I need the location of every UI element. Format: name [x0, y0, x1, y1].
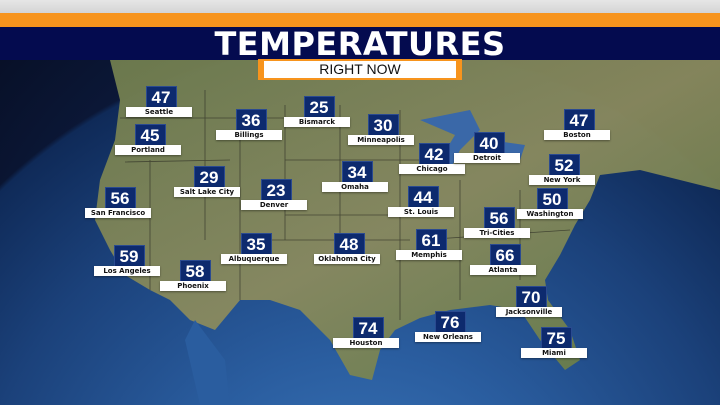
temperature-value: 47: [563, 109, 595, 131]
city-label: Memphis: [396, 250, 462, 260]
city-st-louis: 44 St. Louis: [388, 186, 458, 217]
city-oklahoma-city: 48 Oklahoma City: [314, 233, 384, 264]
city-chicago: 42 Chicago: [399, 143, 469, 174]
temperature-value: 25: [303, 96, 335, 118]
city-memphis: 61 Memphis: [396, 229, 466, 260]
city-label: Oklahoma City: [314, 254, 380, 264]
city-portland: 45 Portland: [115, 124, 185, 155]
city-atlanta: 66 Atlanta: [470, 244, 540, 275]
city-billings: 36 Billings: [216, 109, 286, 140]
temperature-value: 74: [352, 317, 384, 339]
subtitle-badge: RIGHT NOW: [258, 59, 462, 80]
subtitle-text: RIGHT NOW: [264, 61, 456, 78]
city-denver: 23 Denver: [241, 179, 311, 210]
temperature-value: 34: [341, 161, 373, 183]
city-label: Miami: [521, 348, 587, 358]
city-label: Detroit: [454, 153, 520, 163]
city-label: Boston: [544, 130, 610, 140]
temperature-value: 75: [540, 327, 572, 349]
city-san-francisco: 56 San Francisco: [85, 187, 155, 218]
page-title: TEMPERATURES: [214, 25, 506, 63]
gulf-of-california: [185, 320, 230, 405]
temperature-value: 66: [489, 244, 521, 266]
title-banner: [0, 27, 720, 60]
temperature-value: 61: [415, 229, 447, 251]
city-label: Denver: [241, 200, 307, 210]
north-america-land: [95, 60, 720, 380]
city-label: Albuquerque: [221, 254, 287, 264]
temperature-value: 29: [193, 166, 225, 188]
city-label: New Orleans: [415, 332, 481, 342]
temperature-value: 36: [235, 109, 267, 131]
temperature-value: 56: [104, 187, 136, 209]
city-miami: 75 Miami: [521, 327, 591, 358]
city-label: Portland: [115, 145, 181, 155]
temperature-value: 45: [134, 124, 166, 146]
city-label: Bismarck: [284, 117, 350, 127]
city-phoenix: 58 Phoenix: [160, 260, 230, 291]
temperature-value: 35: [240, 233, 272, 255]
temperature-value: 23: [260, 179, 292, 201]
temperature-value: 48: [333, 233, 365, 255]
city-label: Chicago: [399, 164, 465, 174]
temperature-value: 47: [145, 86, 177, 108]
city-jacksonville: 70 Jacksonville: [496, 286, 566, 317]
city-label: Atlanta: [470, 265, 536, 275]
city-new-york: 52 New York: [529, 154, 599, 185]
top-grey-band: [0, 0, 720, 13]
city-albuquerque: 35 Albuquerque: [221, 233, 291, 264]
city-label: St. Louis: [388, 207, 454, 217]
city-label: Tri-Cities: [464, 228, 530, 238]
temperature-value: 52: [548, 154, 580, 176]
city-label: Los Angeles: [94, 266, 160, 276]
temperature-value: 42: [418, 143, 450, 165]
temperature-value: 56: [483, 207, 515, 229]
city-new-orleans: 76 New Orleans: [415, 311, 485, 342]
temperature-value: 76: [434, 311, 466, 333]
city-tri-cities: 56 Tri-Cities: [464, 207, 534, 238]
temperature-value: 70: [515, 286, 547, 308]
temperature-value: 40: [473, 132, 505, 154]
city-label: Houston: [333, 338, 399, 348]
orange-stripe: [0, 13, 720, 27]
city-label: Jacksonville: [496, 307, 562, 317]
temperature-value: 59: [113, 245, 145, 267]
city-omaha: 34 Omaha: [322, 161, 392, 192]
city-washington: 50 Washington: [517, 188, 587, 219]
temperature-value: 50: [536, 188, 568, 210]
city-seattle: 47 Seattle: [126, 86, 196, 117]
city-minneapolis: 30 Minneapolis: [348, 114, 418, 145]
temperature-value: 30: [367, 114, 399, 136]
city-boston: 47 Boston: [544, 109, 614, 140]
city-label: Salt Lake City: [174, 187, 240, 197]
city-bismarck: 25 Bismarck: [284, 96, 354, 127]
city-detroit: 40 Detroit: [454, 132, 524, 163]
city-label: Seattle: [126, 107, 192, 117]
city-houston: 74 Houston: [333, 317, 403, 348]
city-label: San Francisco: [85, 208, 151, 218]
city-label: Minneapolis: [348, 135, 414, 145]
temperature-value: 44: [407, 186, 439, 208]
city-label: Washington: [517, 209, 583, 219]
temperature-value: 58: [179, 260, 211, 282]
city-label: Phoenix: [160, 281, 226, 291]
city-label: New York: [529, 175, 595, 185]
city-salt-lake-city: 29 Salt Lake City: [174, 166, 244, 197]
city-label: Billings: [216, 130, 282, 140]
city-label: Omaha: [322, 182, 388, 192]
city-los-angeles: 59 Los Angeles: [94, 245, 164, 276]
